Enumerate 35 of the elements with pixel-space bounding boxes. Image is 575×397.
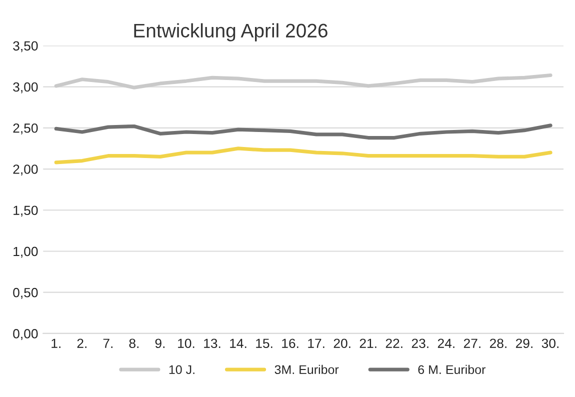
x-tick-label: 15. <box>256 338 272 348</box>
x-tick-label: 23. <box>412 338 428 348</box>
x-tick-label: 16. <box>282 338 298 348</box>
x-tick-label: 2. <box>77 338 86 348</box>
y-tick-label: 2,00 <box>13 164 38 176</box>
x-tick-label: 22. <box>386 338 402 348</box>
y-tick-label: 3,50 <box>13 41 38 52</box>
legend-label: 3M. Euribor <box>274 364 339 374</box>
chart-title: Entwicklung April 2026 <box>134 23 328 42</box>
x-tick-label: 30. <box>542 338 558 348</box>
line-series <box>54 146 552 164</box>
x-tick-label: 27. <box>464 338 480 348</box>
x-tick-label: 9. <box>155 338 165 348</box>
line-series <box>54 124 552 140</box>
y-tick-label: 0,50 <box>13 288 38 299</box>
legend-label: 10 J. <box>169 365 194 374</box>
y-tick-label: 1,00 <box>14 246 38 258</box>
x-tick-label: 28. <box>490 338 506 348</box>
line-series <box>54 73 552 90</box>
x-tick-label: 7. <box>103 338 112 348</box>
legend-label: 6 M. Euribor <box>418 364 486 374</box>
y-tick-label: 0,00 <box>13 329 38 340</box>
x-tick-label: 29. <box>516 338 532 348</box>
y-tick-label: 3,00 <box>13 82 38 94</box>
x-tick-label: 20. <box>334 338 350 348</box>
x-tick-label: 13. <box>204 338 220 348</box>
x-tick-label: 24. <box>438 338 454 348</box>
x-tick-label: 1. <box>52 338 60 348</box>
y-tick-label: 2,50 <box>13 123 38 134</box>
y-tick-label: 1,50 <box>14 206 38 217</box>
x-tick-label: 8. <box>129 338 138 348</box>
x-tick-label: 21. <box>360 338 376 348</box>
x-tick-label: 14. <box>230 338 246 348</box>
x-tick-label: 17. <box>308 338 324 348</box>
x-tick-label: 10. <box>178 338 194 348</box>
